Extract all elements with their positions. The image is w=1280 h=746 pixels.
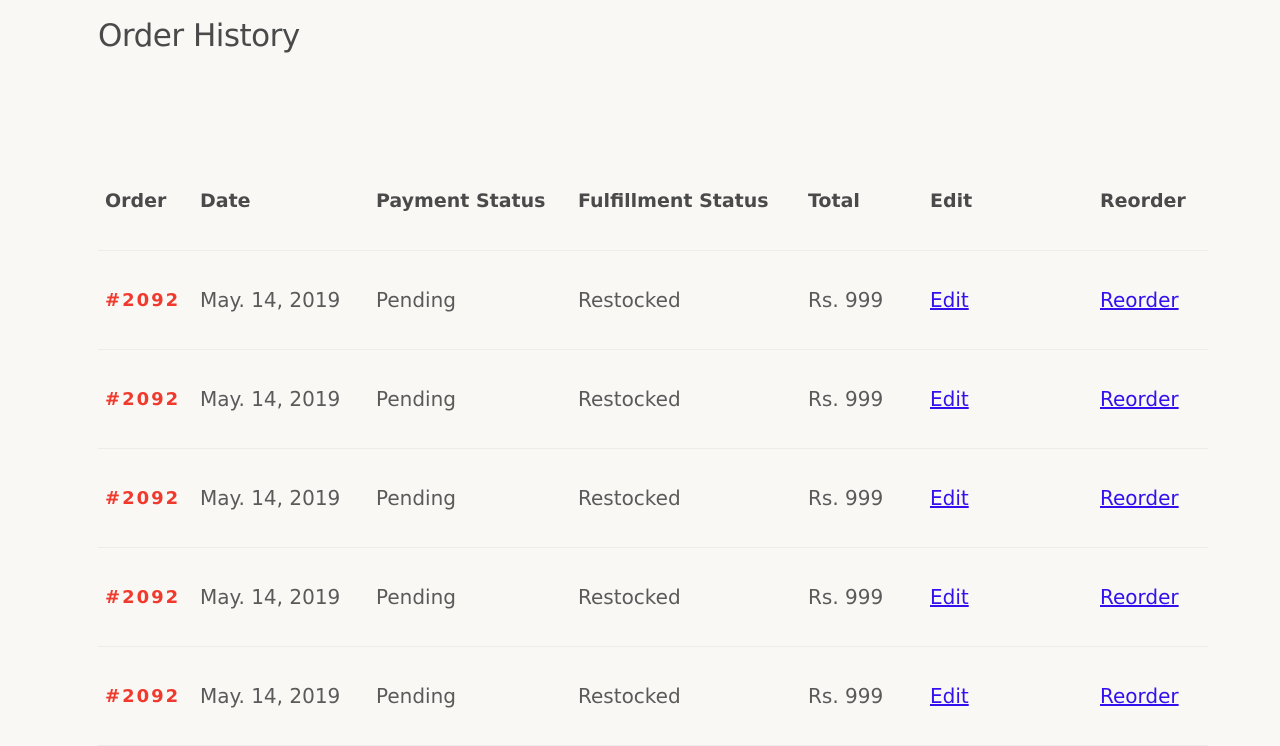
- payment-status: Pending: [369, 349, 571, 449]
- order-number: #2092: [98, 547, 193, 647]
- reorder-cell: Reorder: [1093, 250, 1208, 350]
- order-total: Rs. 999: [801, 448, 923, 548]
- edit-cell: Edit: [923, 646, 1093, 746]
- header-payment-status: Payment Status: [369, 152, 571, 251]
- order-number: #2092: [98, 448, 193, 548]
- table-row: #2092 May. 14, 2019 Pending Restocked Rs. 99…: [98, 349, 1208, 449]
- edit-cell: Edit: [923, 547, 1093, 647]
- reorder-link[interactable]: Reorder: [1100, 486, 1179, 510]
- order-number: #2092: [98, 646, 193, 746]
- table-row: #2092 May. 14, 2019 Pending Restocked Rs. 99…: [98, 646, 1208, 746]
- payment-status: Pending: [369, 547, 571, 647]
- edit-link[interactable]: Edit: [930, 585, 969, 609]
- order-number: #2092: [98, 250, 193, 350]
- header-order: Order: [98, 152, 193, 251]
- fulfillment-status: Restocked: [571, 250, 801, 350]
- order-date: May. 14, 2019: [193, 250, 369, 350]
- reorder-cell: Reorder: [1093, 349, 1208, 449]
- table-row: #2092 May. 14, 2019 Pending Restocked Rs. 99…: [98, 448, 1208, 548]
- edit-link[interactable]: Edit: [930, 684, 969, 708]
- order-date: May. 14, 2019: [193, 646, 369, 746]
- page-title: Order History: [98, 18, 300, 54]
- order-history-table: Order Date Payment Status Fulfillment St…: [98, 152, 1208, 746]
- order-number: #2092: [98, 349, 193, 449]
- header-date: Date: [193, 152, 369, 251]
- order-date: May. 14, 2019: [193, 448, 369, 548]
- header-reorder: Reorder: [1093, 152, 1208, 251]
- table-row: #2092 May. 14, 2019 Pending Restocked Rs. 99…: [98, 250, 1208, 350]
- reorder-link[interactable]: Reorder: [1100, 288, 1179, 312]
- payment-status: Pending: [369, 646, 571, 746]
- order-date: May. 14, 2019: [193, 547, 369, 647]
- reorder-cell: Reorder: [1093, 646, 1208, 746]
- fulfillment-status: Restocked: [571, 547, 801, 647]
- reorder-cell: Reorder: [1093, 448, 1208, 548]
- edit-link[interactable]: Edit: [930, 486, 969, 510]
- payment-status: Pending: [369, 250, 571, 350]
- fulfillment-status: Restocked: [571, 448, 801, 548]
- edit-cell: Edit: [923, 250, 1093, 350]
- fulfillment-status: Restocked: [571, 349, 801, 449]
- edit-cell: Edit: [923, 349, 1093, 449]
- order-total: Rs. 999: [801, 547, 923, 647]
- reorder-cell: Reorder: [1093, 547, 1208, 647]
- header-total: Total: [801, 152, 923, 251]
- reorder-link[interactable]: Reorder: [1100, 684, 1179, 708]
- fulfillment-status: Restocked: [571, 646, 801, 746]
- order-date: May. 14, 2019: [193, 349, 369, 449]
- table-row: #2092 May. 14, 2019 Pending Restocked Rs. 99…: [98, 547, 1208, 647]
- edit-link[interactable]: Edit: [930, 288, 969, 312]
- header-fulfillment-status: Fulfillment Status: [571, 152, 801, 251]
- payment-status: Pending: [369, 448, 571, 548]
- order-total: Rs. 999: [801, 250, 923, 350]
- order-total: Rs. 999: [801, 349, 923, 449]
- reorder-link[interactable]: Reorder: [1100, 387, 1179, 411]
- edit-cell: Edit: [923, 448, 1093, 548]
- header-edit: Edit: [923, 152, 1093, 251]
- table-header-row: Order Date Payment Status Fulfillment St…: [98, 152, 1208, 251]
- edit-link[interactable]: Edit: [930, 387, 969, 411]
- order-total: Rs. 999: [801, 646, 923, 746]
- reorder-link[interactable]: Reorder: [1100, 585, 1179, 609]
